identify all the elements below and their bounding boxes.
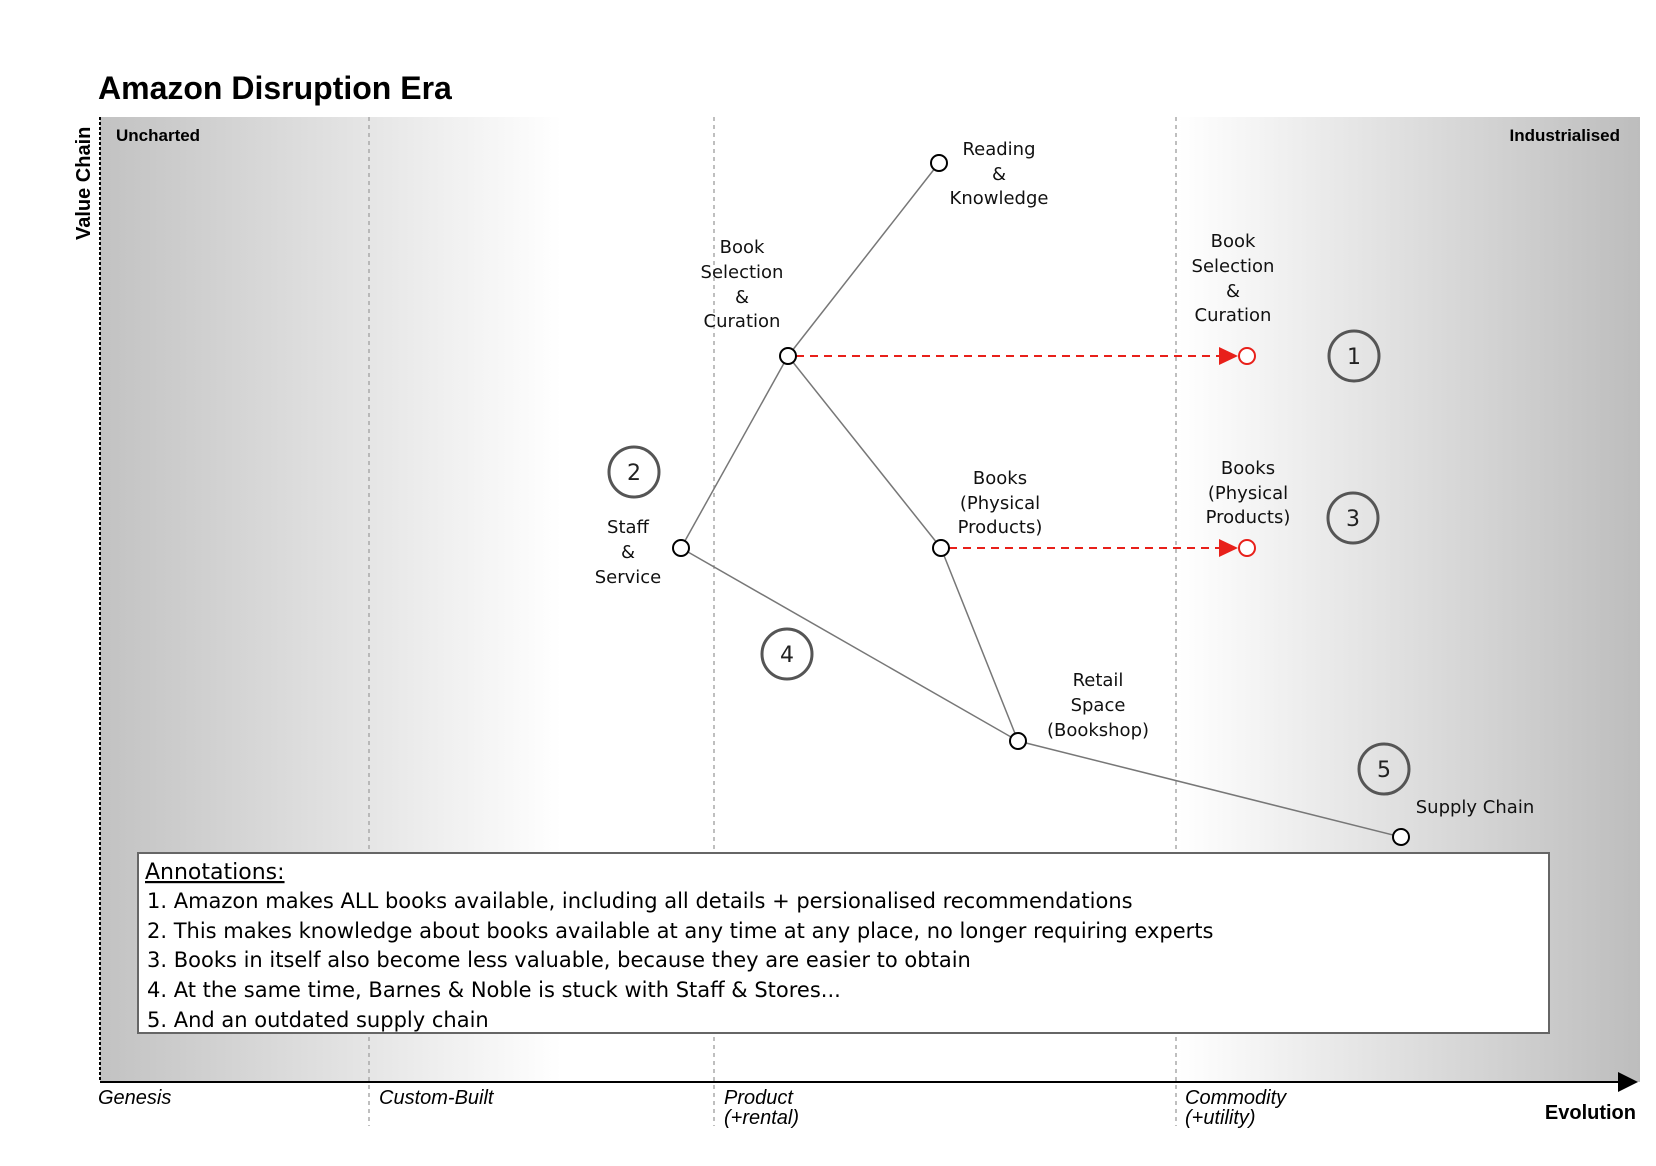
svg-text:Products): Products)	[1206, 507, 1291, 528]
svg-text:(+rental): (+rental)	[724, 1107, 799, 1129]
svg-text:(Physical: (Physical	[1208, 483, 1288, 504]
svg-text:Commodity: Commodity	[1185, 1087, 1287, 1109]
svg-text:Custom-Built: Custom-Built	[379, 1087, 495, 1109]
svg-text:Product: Product	[724, 1087, 794, 1109]
svg-text:4: 4	[780, 643, 794, 668]
svg-text:Products): Products)	[958, 517, 1043, 538]
svg-text:Selection: Selection	[701, 262, 784, 283]
node-supply-chain[interactable]	[1393, 829, 1409, 845]
svg-text:Staff: Staff	[607, 517, 650, 538]
svg-text:(Physical: (Physical	[960, 493, 1040, 514]
annotation-line-3: 3. Books in itself also become less valu…	[147, 948, 971, 972]
stage-label-genesis: Genesis	[98, 1087, 171, 1109]
svg-text:Curation: Curation	[704, 311, 781, 332]
y-axis-label: Value Chain	[73, 127, 95, 240]
stage-label-commodity: Commodity (+utility)	[1185, 1087, 1287, 1129]
svg-text:Supply Chain: Supply Chain	[1416, 797, 1534, 818]
annotation-line-1: 1. Amazon makes ALL books available, inc…	[147, 889, 1133, 913]
svg-text:&: &	[621, 542, 635, 563]
svg-text:Book: Book	[720, 237, 765, 258]
industrialised-label: Industrialised	[1509, 126, 1620, 145]
svg-text:Genesis: Genesis	[98, 1087, 171, 1109]
annotation-line-4: 4. At the same time, Barnes & Noble is s…	[147, 978, 841, 1002]
page-title: Amazon Disruption Era	[98, 70, 452, 106]
annotations-box: Annotations: 1. Amazon makes ALL books a…	[138, 853, 1549, 1033]
annotations-title: Annotations:	[145, 860, 285, 885]
svg-text:Books: Books	[973, 468, 1027, 489]
stage-label-custom-built: Custom-Built	[379, 1087, 495, 1109]
node-books-physical[interactable]	[933, 540, 949, 556]
svg-text:Reading: Reading	[962, 139, 1035, 160]
svg-text:&: &	[735, 287, 749, 308]
svg-text:3: 3	[1346, 507, 1360, 532]
svg-text:Curation: Curation	[1195, 305, 1272, 326]
node-book-curation-future[interactable]	[1239, 348, 1255, 364]
svg-text:&: &	[1226, 281, 1240, 302]
node-reading-knowledge[interactable]	[931, 155, 947, 171]
svg-text:Space: Space	[1071, 695, 1126, 716]
svg-text:Book: Book	[1211, 231, 1256, 252]
uncharted-label: Uncharted	[116, 126, 200, 145]
stage-label-product: Product (+rental)	[724, 1087, 799, 1129]
svg-text:1: 1	[1347, 345, 1361, 370]
svg-text:Selection: Selection	[1192, 256, 1275, 277]
svg-text:&: &	[992, 164, 1006, 185]
node-retail-space[interactable]	[1010, 733, 1026, 749]
svg-text:(Bookshop): (Bookshop)	[1047, 720, 1149, 741]
node-staff-service[interactable]	[673, 540, 689, 556]
svg-text:Books: Books	[1221, 458, 1275, 479]
wardley-map: Amazon Disruption Era Value Chain Evolut…	[0, 0, 1656, 1166]
node-book-curation[interactable]	[780, 348, 796, 364]
svg-text:5: 5	[1377, 758, 1391, 783]
svg-text:Service: Service	[595, 567, 662, 588]
svg-text:Retail: Retail	[1073, 670, 1124, 691]
x-axis-label: Evolution	[1545, 1102, 1636, 1124]
annotation-line-2: 2. This makes knowledge about books avai…	[147, 919, 1213, 943]
node-books-physical-future[interactable]	[1239, 540, 1255, 556]
annotation-line-5: 5. And an outdated supply chain	[147, 1008, 489, 1032]
svg-text:2: 2	[627, 461, 641, 486]
svg-text:(+utility): (+utility)	[1185, 1107, 1256, 1129]
label-supply-chain: Supply Chain	[1416, 797, 1534, 818]
svg-text:Knowledge: Knowledge	[950, 188, 1049, 209]
